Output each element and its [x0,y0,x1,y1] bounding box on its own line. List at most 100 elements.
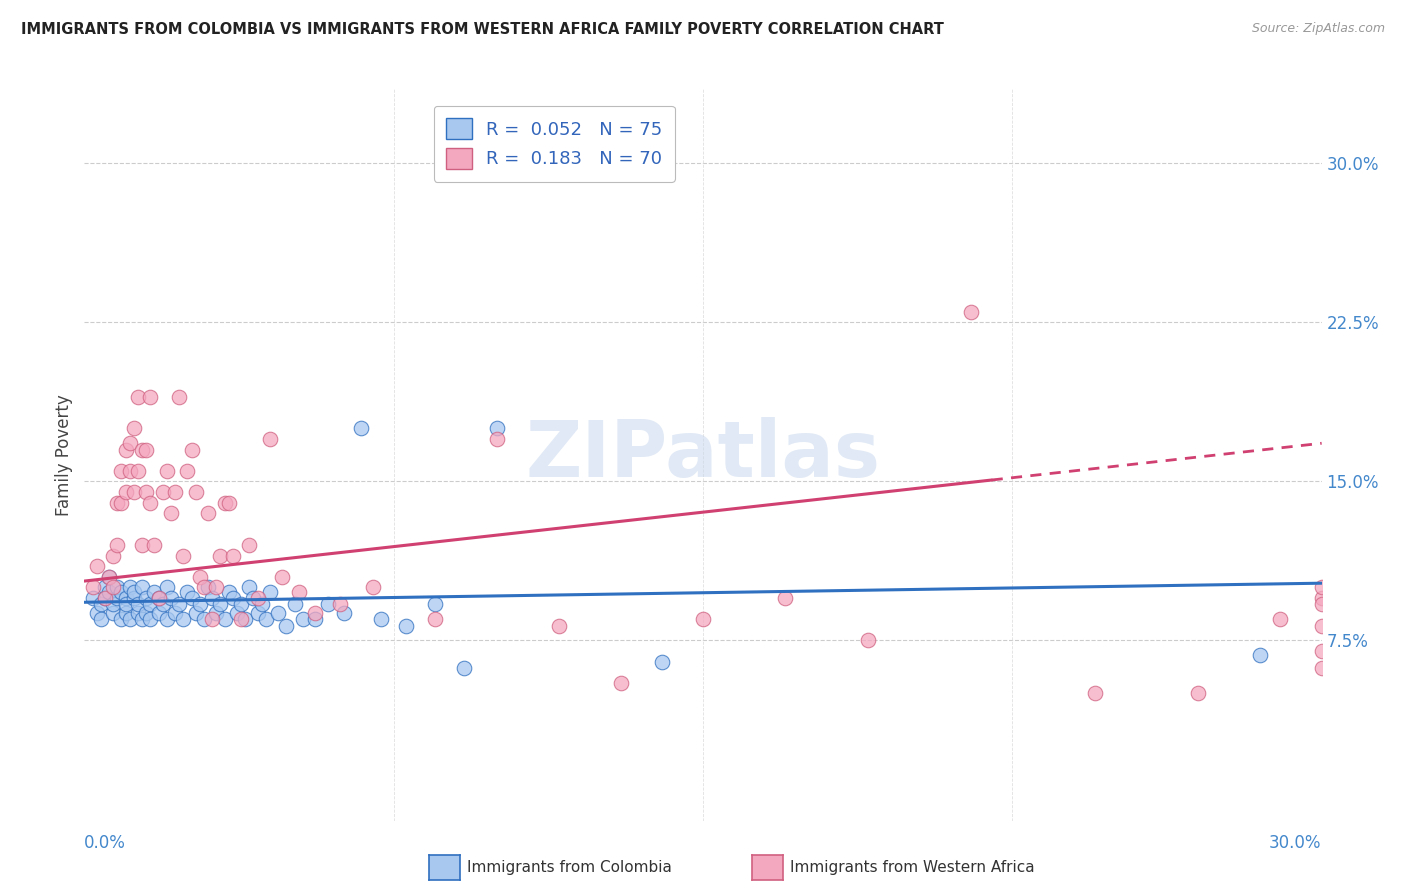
Point [284,598,307,612]
Point [856,633,879,648]
Point [229,612,252,626]
Point [259,584,281,599]
Point [197,581,219,595]
Point [288,584,311,599]
Point [1310,581,1333,595]
Point [114,442,136,457]
Point [209,598,232,612]
Point [238,581,260,595]
Point [453,661,475,675]
Point [167,598,190,612]
Point [103,581,125,595]
Point [148,591,170,605]
Point [148,606,170,620]
Point [103,598,125,612]
Point [114,485,136,500]
Point [94,591,117,605]
Point [122,591,145,605]
Point [103,606,125,620]
Point [135,606,157,620]
Point [485,421,508,435]
Point [90,612,112,626]
Point [118,581,141,595]
Point [139,598,162,612]
Point [172,549,194,563]
Point [156,464,179,478]
Y-axis label: Family Poverty: Family Poverty [55,394,73,516]
Point [152,485,174,500]
Point [114,591,136,605]
Point [139,390,162,404]
Text: 30.0%: 30.0% [1270,834,1322,852]
Point [304,612,326,626]
Point [775,591,797,605]
Point [135,485,157,500]
Point [329,598,352,612]
Point [160,506,183,520]
Point [201,612,224,626]
Point [197,506,219,520]
Point [205,606,228,620]
Point [94,591,117,605]
Point [172,612,194,626]
Point [176,464,198,478]
Text: Source: ZipAtlas.com: Source: ZipAtlas.com [1251,22,1385,36]
Point [316,598,339,612]
Point [131,612,153,626]
Point [180,442,202,457]
Point [1187,686,1209,700]
Point [98,570,121,584]
Point [82,591,104,605]
Point [118,464,141,478]
Point [271,570,294,584]
Point [180,591,202,605]
Point [1310,661,1333,675]
Point [105,581,128,595]
Point [94,581,117,595]
Point [98,584,121,599]
Point [1084,686,1107,700]
Point [105,591,128,605]
Point [156,581,179,595]
Point [127,598,149,612]
Point [547,618,569,632]
Point [193,612,215,626]
Point [114,598,136,612]
Point [131,538,153,552]
Point [135,591,157,605]
Point [1310,618,1333,632]
Point [135,442,157,457]
Point [156,612,179,626]
Point [218,584,240,599]
Point [184,606,207,620]
Point [214,612,236,626]
Point [304,606,326,620]
Point [193,581,215,595]
Point [105,495,128,509]
Point [139,495,162,509]
Point [423,598,446,612]
Point [98,570,121,584]
Point [246,606,269,620]
Point [143,538,166,552]
Point [229,598,252,612]
Point [222,549,245,563]
Point [90,598,112,612]
Point [201,591,224,605]
Point [1310,591,1333,605]
Point [160,591,183,605]
Point [188,598,211,612]
Legend: R =  0.052   N = 75, R =  0.183   N = 70: R = 0.052 N = 75, R = 0.183 N = 70 [433,105,675,182]
Point [110,464,132,478]
Point [118,612,141,626]
Point [692,612,714,626]
Point [1270,612,1292,626]
Point [246,591,269,605]
Point [167,390,190,404]
Point [242,591,264,605]
Point [105,538,128,552]
Point [395,618,418,632]
Point [233,612,256,626]
Point [131,581,153,595]
Point [122,421,145,435]
